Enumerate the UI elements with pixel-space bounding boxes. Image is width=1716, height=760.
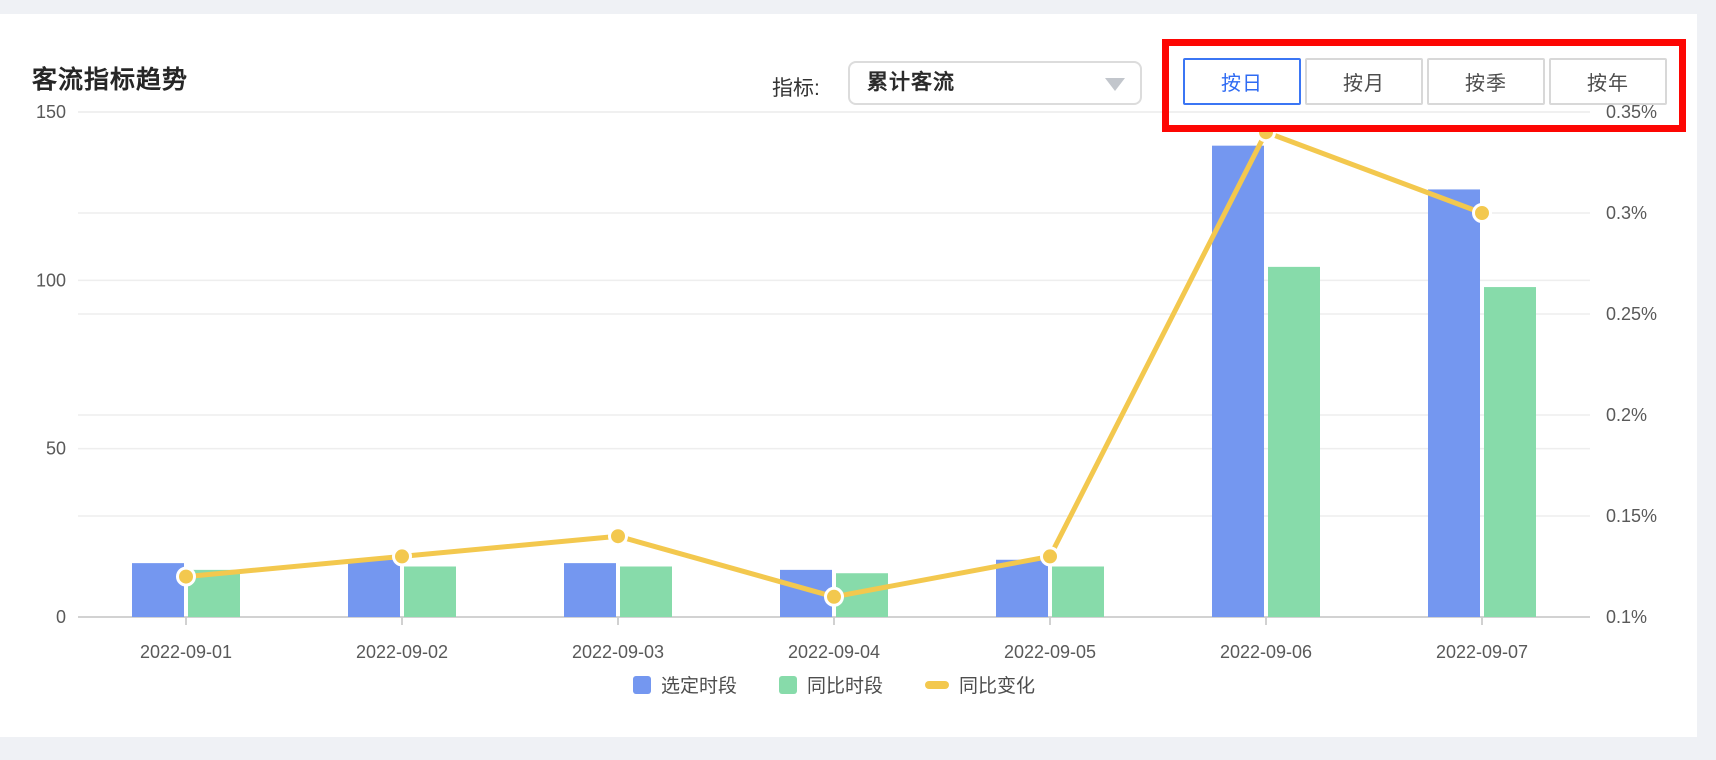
legend-label: 同比变化 bbox=[959, 675, 1035, 697]
y-axis-left-label: 50 bbox=[46, 439, 66, 459]
x-axis-label: 2022-09-01 bbox=[140, 642, 232, 662]
y-axis-right-label: 0.2% bbox=[1606, 405, 1647, 425]
y-axis-right-label: 0.15% bbox=[1606, 506, 1657, 526]
bar-series-selected bbox=[132, 145, 1480, 617]
y-axis-left-label: 150 bbox=[36, 102, 66, 122]
legend-item-同比时段[interactable]: 同比时段 bbox=[779, 675, 883, 697]
period-button-quarter[interactable]: 按季 bbox=[1427, 58, 1545, 105]
period-button-year[interactable]: 按年 bbox=[1549, 58, 1667, 105]
y-axis-left-label: 100 bbox=[36, 270, 66, 290]
line-point-2022-09-06[interactable] bbox=[1256, 122, 1276, 143]
bar-selected-2022-09-05[interactable] bbox=[996, 559, 1048, 617]
legend-item-选定时段[interactable]: 选定时段 bbox=[633, 675, 737, 697]
bar-yoy-2022-09-05[interactable] bbox=[1052, 566, 1104, 618]
x-axis-label: 2022-09-05 bbox=[1004, 642, 1096, 662]
y-axis-right-label: 0.3% bbox=[1606, 203, 1647, 223]
line-point-2022-09-05[interactable] bbox=[1040, 546, 1060, 567]
gridlines bbox=[78, 111, 1590, 517]
x-axis bbox=[78, 616, 1590, 625]
legend-bar-swatch bbox=[779, 676, 797, 694]
legend-line-swatch bbox=[925, 681, 949, 689]
y-axis-right-label: 0.1% bbox=[1606, 607, 1647, 627]
line-point-2022-09-03[interactable] bbox=[608, 526, 628, 547]
y-axis-right-label: 0.25% bbox=[1606, 304, 1657, 324]
chevron-down-icon bbox=[1105, 78, 1125, 91]
y-axis-right-label: 0.35% bbox=[1606, 102, 1657, 122]
line-point-2022-09-07[interactable] bbox=[1472, 203, 1492, 223]
legend-item-同比变化[interactable]: 同比变化 bbox=[925, 675, 1035, 697]
x-axis-label: 2022-09-04 bbox=[788, 642, 880, 662]
period-button-group: 按日 按月 按季 按年 bbox=[1183, 58, 1667, 105]
period-button-month[interactable]: 按月 bbox=[1305, 58, 1423, 105]
line-point-2022-09-02[interactable] bbox=[392, 546, 412, 567]
metric-label: 指标: bbox=[772, 77, 820, 100]
x-axis-label: 2022-09-07 bbox=[1436, 642, 1528, 662]
line-point-2022-09-04[interactable] bbox=[824, 586, 844, 607]
line-series-change bbox=[176, 122, 1492, 607]
bar-series-yoy bbox=[188, 266, 1536, 618]
bar-yoy-2022-09-06[interactable] bbox=[1268, 266, 1320, 617]
legend-bar-swatch bbox=[633, 676, 651, 694]
metric-select[interactable]: 累计客流 bbox=[848, 61, 1142, 105]
chart-title: 客流指标趋势 bbox=[32, 66, 189, 94]
x-axis-label: 2022-09-06 bbox=[1220, 642, 1312, 662]
line-point-2022-09-01[interactable] bbox=[176, 566, 196, 587]
period-button-day[interactable]: 按日 bbox=[1183, 58, 1301, 105]
metric-select-value: 累计客流 bbox=[867, 71, 955, 94]
x-axis-label: 2022-09-03 bbox=[572, 642, 664, 662]
legend-label: 同比时段 bbox=[807, 675, 883, 697]
bar-yoy-2022-09-02[interactable] bbox=[404, 566, 456, 618]
bar-selected-2022-09-03[interactable] bbox=[564, 563, 616, 617]
bar-selected-2022-09-01[interactable] bbox=[132, 563, 184, 617]
legend-label: 选定时段 bbox=[661, 675, 737, 697]
bar-yoy-2022-09-03[interactable] bbox=[620, 566, 672, 618]
x-axis-label: 2022-09-02 bbox=[356, 642, 448, 662]
bar-selected-2022-09-07[interactable] bbox=[1428, 189, 1480, 617]
bar-selected-2022-09-02[interactable] bbox=[348, 559, 400, 617]
bar-yoy-2022-09-07[interactable] bbox=[1484, 287, 1536, 617]
bar-selected-2022-09-06[interactable] bbox=[1212, 145, 1264, 617]
y-axis-left-label: 0 bbox=[56, 607, 66, 627]
